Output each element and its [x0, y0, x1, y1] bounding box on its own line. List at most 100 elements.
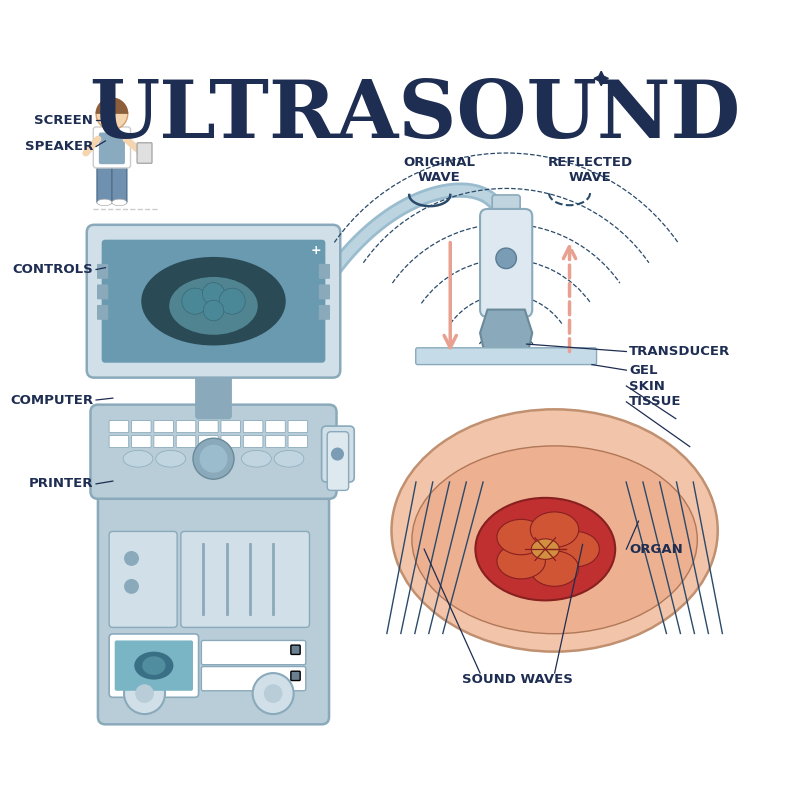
Text: SOUND WAVES: SOUND WAVES	[462, 673, 573, 686]
FancyBboxPatch shape	[97, 285, 108, 299]
Circle shape	[199, 445, 227, 473]
FancyBboxPatch shape	[86, 225, 340, 378]
Text: TRANSDUCER: TRANSDUCER	[629, 345, 730, 358]
Ellipse shape	[551, 531, 599, 567]
Ellipse shape	[391, 410, 718, 652]
Circle shape	[331, 447, 344, 461]
FancyBboxPatch shape	[97, 264, 108, 279]
FancyBboxPatch shape	[221, 435, 241, 447]
Ellipse shape	[134, 652, 174, 680]
FancyBboxPatch shape	[319, 285, 330, 299]
Ellipse shape	[274, 450, 304, 467]
FancyBboxPatch shape	[97, 305, 108, 320]
Text: GEL: GEL	[629, 364, 658, 377]
FancyBboxPatch shape	[114, 641, 193, 690]
FancyBboxPatch shape	[109, 634, 198, 698]
FancyBboxPatch shape	[319, 264, 330, 279]
Ellipse shape	[112, 199, 127, 206]
Circle shape	[264, 684, 282, 703]
Circle shape	[124, 673, 165, 714]
Text: ULTRASOUND: ULTRASOUND	[89, 77, 741, 154]
FancyBboxPatch shape	[131, 421, 151, 433]
FancyBboxPatch shape	[176, 435, 196, 447]
FancyBboxPatch shape	[112, 161, 127, 203]
FancyBboxPatch shape	[154, 421, 174, 433]
Ellipse shape	[475, 498, 615, 600]
Text: ORGAN: ORGAN	[629, 542, 683, 556]
FancyBboxPatch shape	[97, 161, 112, 203]
Ellipse shape	[412, 446, 698, 634]
FancyBboxPatch shape	[327, 432, 349, 490]
FancyBboxPatch shape	[291, 671, 300, 681]
FancyBboxPatch shape	[492, 195, 520, 219]
FancyBboxPatch shape	[288, 435, 308, 447]
Polygon shape	[594, 71, 608, 86]
Circle shape	[253, 673, 294, 714]
Text: CONTROLS: CONTROLS	[13, 263, 94, 276]
FancyBboxPatch shape	[288, 421, 308, 433]
FancyBboxPatch shape	[266, 421, 286, 433]
FancyBboxPatch shape	[243, 435, 263, 447]
Ellipse shape	[97, 199, 112, 206]
FancyBboxPatch shape	[322, 426, 354, 482]
Text: SCREEN: SCREEN	[34, 114, 94, 127]
Text: TISSUE: TISSUE	[629, 395, 682, 408]
FancyBboxPatch shape	[243, 421, 263, 433]
Circle shape	[135, 684, 154, 703]
Polygon shape	[614, 86, 622, 95]
Circle shape	[96, 98, 128, 130]
FancyBboxPatch shape	[202, 641, 306, 665]
Circle shape	[203, 300, 224, 321]
Text: REFLECTED
WAVE: REFLECTED WAVE	[547, 156, 633, 184]
Ellipse shape	[156, 450, 186, 467]
FancyBboxPatch shape	[94, 127, 130, 168]
Ellipse shape	[497, 519, 546, 554]
FancyBboxPatch shape	[416, 348, 597, 365]
Text: COMPUTER: COMPUTER	[10, 394, 94, 406]
Ellipse shape	[530, 551, 578, 586]
FancyBboxPatch shape	[102, 240, 326, 362]
Ellipse shape	[242, 450, 271, 467]
Circle shape	[202, 282, 225, 305]
FancyBboxPatch shape	[176, 421, 196, 433]
FancyBboxPatch shape	[221, 421, 241, 433]
FancyBboxPatch shape	[131, 435, 151, 447]
Circle shape	[193, 438, 234, 479]
Text: +: +	[310, 244, 322, 258]
FancyBboxPatch shape	[154, 435, 174, 447]
FancyBboxPatch shape	[266, 435, 286, 447]
FancyBboxPatch shape	[90, 405, 337, 498]
Ellipse shape	[142, 257, 286, 346]
Circle shape	[124, 551, 139, 566]
Ellipse shape	[170, 277, 258, 334]
Polygon shape	[480, 310, 532, 350]
Circle shape	[124, 579, 139, 594]
FancyBboxPatch shape	[291, 645, 300, 654]
Text: SKIN: SKIN	[629, 379, 665, 393]
Circle shape	[219, 288, 245, 314]
Wedge shape	[96, 98, 128, 114]
FancyBboxPatch shape	[198, 421, 218, 433]
FancyBboxPatch shape	[198, 435, 218, 447]
Ellipse shape	[142, 656, 166, 675]
Text: PRINTER: PRINTER	[29, 478, 94, 490]
FancyBboxPatch shape	[181, 531, 310, 627]
FancyBboxPatch shape	[99, 133, 125, 164]
FancyBboxPatch shape	[480, 209, 532, 317]
FancyBboxPatch shape	[98, 481, 329, 724]
Text: SPEAKER: SPEAKER	[25, 140, 94, 153]
FancyBboxPatch shape	[319, 305, 330, 320]
FancyBboxPatch shape	[202, 666, 306, 690]
Text: ORIGINAL
WAVE: ORIGINAL WAVE	[403, 156, 475, 184]
FancyBboxPatch shape	[196, 365, 231, 418]
FancyBboxPatch shape	[137, 142, 152, 163]
Ellipse shape	[531, 539, 559, 559]
Circle shape	[182, 288, 208, 314]
FancyBboxPatch shape	[109, 421, 129, 433]
Ellipse shape	[123, 450, 153, 467]
Ellipse shape	[497, 543, 546, 579]
Circle shape	[496, 248, 517, 269]
FancyBboxPatch shape	[109, 531, 177, 627]
Ellipse shape	[530, 512, 578, 547]
FancyBboxPatch shape	[109, 435, 129, 447]
